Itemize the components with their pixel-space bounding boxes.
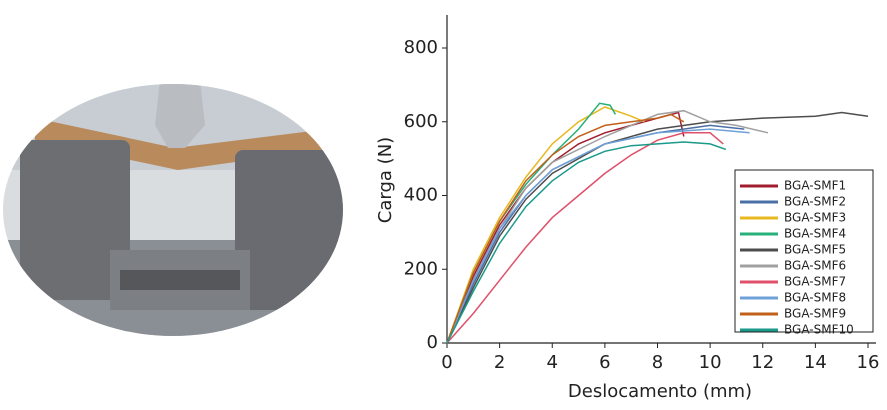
y-tick-label: 800 xyxy=(404,37,438,58)
series-line xyxy=(446,132,724,344)
legend-label: BGA-SMF2 xyxy=(784,195,846,209)
x-tick-label: 8 xyxy=(652,352,663,373)
y-tick-label: 200 xyxy=(404,258,438,279)
series-line xyxy=(446,111,869,344)
x-tick-label: 4 xyxy=(547,352,558,373)
y-tick-label: 600 xyxy=(404,111,438,132)
legend-label: BGA-SMF9 xyxy=(784,307,846,321)
test-photo xyxy=(3,84,343,336)
series-line xyxy=(446,141,727,344)
legend-label: BGA-SMF8 xyxy=(784,291,846,305)
x-tick-label: 14 xyxy=(804,352,827,373)
y-tick-label: 400 xyxy=(404,185,438,206)
y-tick-label: 0 xyxy=(427,332,438,353)
series-line xyxy=(446,113,685,344)
legend-label: BGA-SMF5 xyxy=(784,243,846,257)
x-axis-label: Deslocamento (mm) xyxy=(568,381,752,402)
legend-label: BGA-SMF10 xyxy=(784,323,854,337)
x-tick-label: 16 xyxy=(857,352,880,373)
legend-label: BGA-SMF7 xyxy=(784,275,846,289)
x-tick-label: 10 xyxy=(699,352,722,373)
x-tick-label: 6 xyxy=(599,352,610,373)
legend-label: BGA-SMF6 xyxy=(784,259,846,273)
legend-label: BGA-SMF1 xyxy=(784,179,846,193)
series-line xyxy=(446,111,685,344)
x-tick-label: 12 xyxy=(751,352,774,373)
x-tick-label: 2 xyxy=(494,352,505,373)
legend-label: BGA-SMF3 xyxy=(784,211,846,225)
series-line xyxy=(446,128,750,344)
x-tick-label: 0 xyxy=(441,352,452,373)
series-line xyxy=(446,106,645,344)
y-axis-label: Carga (N) xyxy=(375,137,396,223)
legend-label: BGA-SMF4 xyxy=(784,227,846,241)
